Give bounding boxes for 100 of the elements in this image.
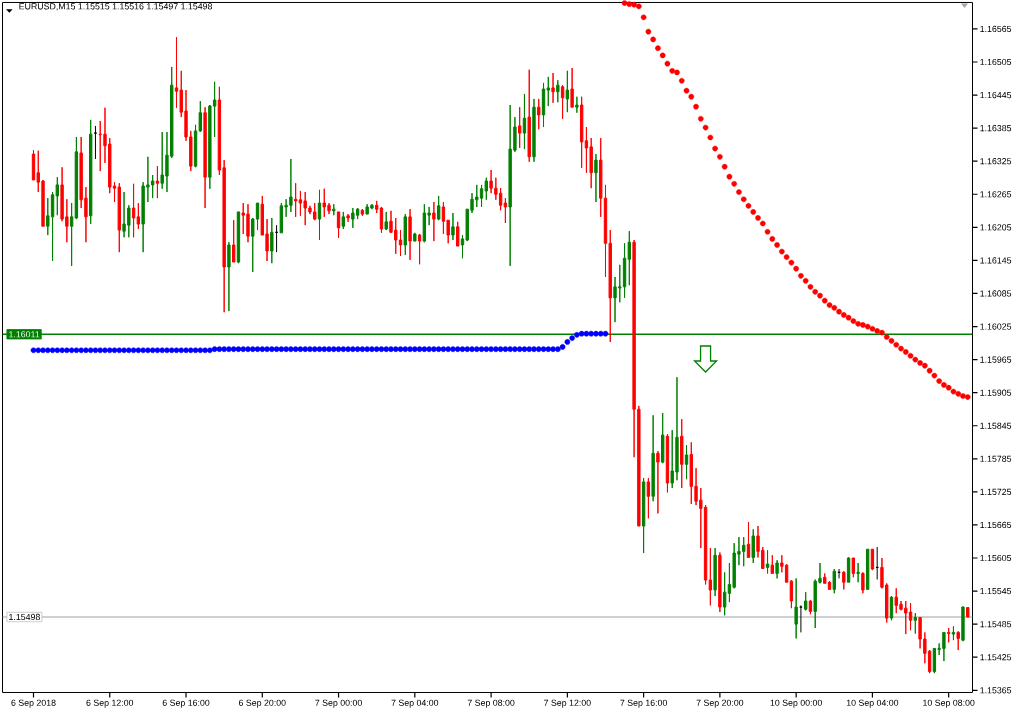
candlestick bbox=[93, 125, 98, 160]
candlestick bbox=[746, 521, 751, 558]
candlestick bbox=[656, 450, 660, 514]
candlestick bbox=[908, 602, 913, 631]
candlestick bbox=[708, 547, 713, 606]
candlestick bbox=[560, 84, 565, 120]
candlestick bbox=[522, 93, 527, 150]
candlestick bbox=[651, 414, 655, 502]
candlestick bbox=[332, 203, 336, 216]
y-tick-label: 1.16145 bbox=[980, 257, 1012, 264]
y-tick-label: 1.16505 bbox=[980, 58, 1012, 66]
y-tick-label: 1.15905 bbox=[980, 389, 1012, 396]
candlestick bbox=[403, 213, 407, 256]
candlestick bbox=[89, 119, 93, 225]
candlestick bbox=[565, 70, 570, 113]
y-tick-label: 1.15485 bbox=[980, 621, 1012, 628]
x-tick-label: 10 Sep 08:00 bbox=[923, 699, 975, 708]
y-tick-label: 1.16385 bbox=[980, 125, 1012, 132]
candlestick bbox=[432, 201, 436, 242]
candlestick bbox=[203, 106, 207, 209]
ref-line-label: 1.16011 bbox=[9, 331, 40, 338]
candlestick bbox=[570, 67, 574, 108]
candlestick bbox=[551, 72, 555, 104]
y-tick-label: 1.16265 bbox=[980, 191, 1012, 198]
y-tick-label: 1.15665 bbox=[980, 521, 1012, 529]
candlestick bbox=[413, 232, 417, 242]
candlestick bbox=[956, 630, 960, 651]
candlestick bbox=[794, 577, 798, 639]
candlestick bbox=[832, 568, 836, 594]
y-tick-label: 1.16325 bbox=[980, 158, 1012, 165]
y-tick-label: 1.16025 bbox=[980, 323, 1012, 330]
y-tick-label: 1.16445 bbox=[980, 91, 1012, 99]
candlestick bbox=[317, 189, 322, 241]
candlestick bbox=[851, 557, 856, 578]
candlestick bbox=[951, 625, 956, 641]
candlestick bbox=[641, 477, 646, 554]
chart-title: EURUSD,M15 1.15515 1.15516 1.15497 1.15498 bbox=[19, 3, 213, 11]
y-tick-label: 1.15545 bbox=[980, 588, 1012, 595]
candlestick bbox=[274, 224, 279, 253]
candlestick bbox=[579, 96, 584, 169]
candlestick bbox=[913, 612, 918, 635]
candlestick bbox=[684, 444, 689, 480]
candlestick bbox=[875, 546, 879, 580]
candlestick bbox=[360, 208, 365, 217]
candlestick bbox=[770, 554, 775, 574]
candlestick bbox=[346, 213, 350, 223]
candlestick bbox=[503, 197, 508, 224]
candlestick bbox=[341, 211, 346, 230]
candlestick bbox=[803, 591, 808, 611]
candlestick bbox=[384, 211, 388, 231]
candlestick bbox=[351, 207, 355, 229]
candlestick bbox=[556, 79, 560, 103]
x-tick-label: 7 Sep 12:00 bbox=[544, 699, 591, 708]
candlestick bbox=[799, 604, 803, 633]
candlestick bbox=[856, 562, 860, 583]
candlestick bbox=[227, 241, 231, 312]
candlestick bbox=[537, 98, 541, 130]
candlestick bbox=[660, 412, 665, 464]
candlestick bbox=[279, 202, 284, 234]
y-tick-label: 1.16205 bbox=[980, 224, 1012, 231]
candlestick bbox=[451, 212, 455, 241]
candlestick bbox=[270, 217, 274, 264]
y-tick-label: 1.15365 bbox=[980, 687, 1012, 694]
candlestick bbox=[417, 233, 422, 265]
x-tick-label: 7 Sep 08:00 bbox=[467, 699, 515, 708]
y-tick-label: 1.15785 bbox=[980, 455, 1012, 462]
candlestick bbox=[646, 477, 651, 519]
candlestick bbox=[74, 136, 79, 220]
candlestick bbox=[665, 433, 670, 493]
candlestick bbox=[713, 547, 717, 597]
y-tick-label: 1.15605 bbox=[980, 554, 1012, 562]
candlestick bbox=[532, 98, 536, 163]
candlestick bbox=[718, 552, 722, 613]
candlestick bbox=[594, 153, 598, 203]
candlestick bbox=[861, 571, 865, 594]
x-tick-label: 10 Sep 04:00 bbox=[846, 699, 899, 708]
y-tick-label: 1.15965 bbox=[980, 356, 1012, 363]
candlestick bbox=[436, 195, 441, 221]
candlestick bbox=[842, 570, 846, 590]
candlestick bbox=[808, 599, 813, 615]
candlestick bbox=[236, 211, 241, 264]
ref-line-label: 1.15498 bbox=[9, 613, 40, 621]
candlestick bbox=[775, 559, 779, 579]
candlestick bbox=[846, 556, 851, 583]
candlestick bbox=[946, 627, 951, 643]
candlestick bbox=[517, 106, 522, 149]
candlestick bbox=[751, 528, 755, 564]
x-tick-label: 7 Sep 00:00 bbox=[315, 699, 362, 708]
x-tick-label: 6 Sep 2018 bbox=[11, 699, 56, 708]
candlestick bbox=[722, 571, 727, 616]
candlestick bbox=[232, 219, 236, 263]
candlestick bbox=[680, 418, 684, 489]
x-tick-label: 7 Sep 16:00 bbox=[620, 699, 667, 708]
candlestick bbox=[69, 202, 74, 267]
x-tick-label: 6 Sep 12:00 bbox=[86, 699, 134, 708]
candlestick bbox=[155, 165, 160, 199]
candlestick bbox=[422, 203, 427, 243]
candlestick bbox=[456, 221, 460, 247]
y-tick-label: 1.15725 bbox=[980, 488, 1012, 495]
candlestick bbox=[131, 183, 136, 238]
